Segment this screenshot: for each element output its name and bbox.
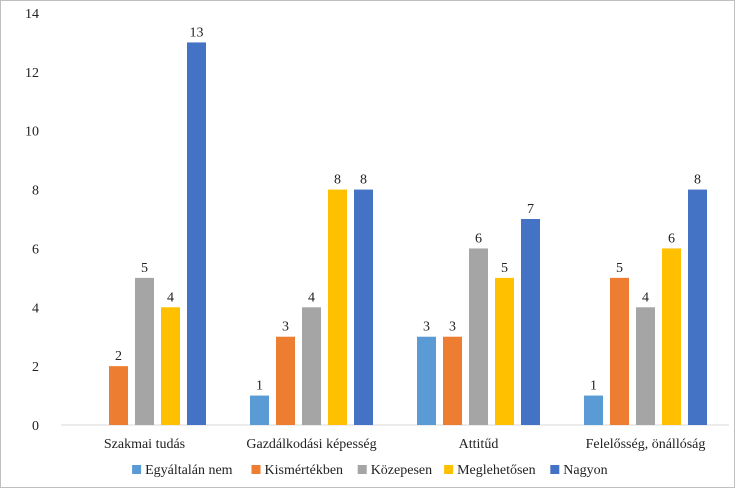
bar <box>161 307 180 425</box>
bar <box>328 189 347 425</box>
bar <box>109 366 128 425</box>
legend-swatch <box>251 465 261 474</box>
data-label: 8 <box>694 173 701 188</box>
bar <box>662 248 681 425</box>
legend-label: Közepesen <box>371 463 432 478</box>
data-label: 8 <box>360 173 367 188</box>
legend-swatch <box>444 465 454 474</box>
data-label: 6 <box>475 231 482 246</box>
bar <box>250 395 269 425</box>
data-label: 7 <box>527 202 534 217</box>
bar <box>417 336 436 425</box>
bar <box>584 395 603 425</box>
data-label: 4 <box>308 290 315 305</box>
data-label: 3 <box>449 320 456 335</box>
legend-swatch <box>132 465 142 474</box>
data-label: 8 <box>334 173 341 188</box>
data-label: 5 <box>501 261 508 276</box>
data-label: 13 <box>190 25 204 40</box>
bar <box>354 189 373 425</box>
x-category-label: Szakmai tudás <box>104 437 185 452</box>
bar <box>636 307 655 425</box>
legend-label: Egyáltalán nem <box>145 463 233 478</box>
bar <box>135 277 154 425</box>
y-tick-label: 10 <box>25 125 39 140</box>
data-label: 4 <box>642 290 649 305</box>
y-tick-label: 2 <box>32 360 39 375</box>
data-label: 1 <box>256 379 263 394</box>
bar <box>688 189 707 425</box>
bar <box>495 277 514 425</box>
x-category-label: Gazdálkodási képesség <box>246 437 376 452</box>
data-label: 4 <box>167 290 174 305</box>
y-tick-label: 6 <box>32 242 39 257</box>
y-tick-label: 12 <box>25 66 39 81</box>
x-category-label: Felelősség, önállóság <box>586 437 706 452</box>
legend-label: Nagyon <box>563 463 607 478</box>
bar <box>610 277 629 425</box>
legend-label: Kismértékben <box>265 463 344 478</box>
data-label: 2 <box>115 349 122 364</box>
bar <box>469 248 488 425</box>
data-label: 5 <box>616 261 623 276</box>
bar <box>187 42 206 426</box>
bar <box>302 307 321 425</box>
bar <box>276 336 295 425</box>
data-label: 1 <box>590 379 597 394</box>
bar <box>443 336 462 425</box>
legend-label: Meglehetősen <box>457 463 536 478</box>
y-tick-label: 0 <box>32 419 39 434</box>
x-category-label: Attitűd <box>459 437 499 452</box>
data-label: 5 <box>141 261 148 276</box>
y-tick-label: 14 <box>25 7 39 22</box>
y-tick-label: 8 <box>32 184 39 199</box>
legend-swatch <box>550 465 560 474</box>
y-tick-label: 4 <box>32 301 39 316</box>
data-label: 6 <box>668 231 675 246</box>
data-label: 3 <box>282 320 289 335</box>
legend-swatch <box>357 465 367 474</box>
data-label: 3 <box>423 320 430 335</box>
bar <box>521 219 540 425</box>
